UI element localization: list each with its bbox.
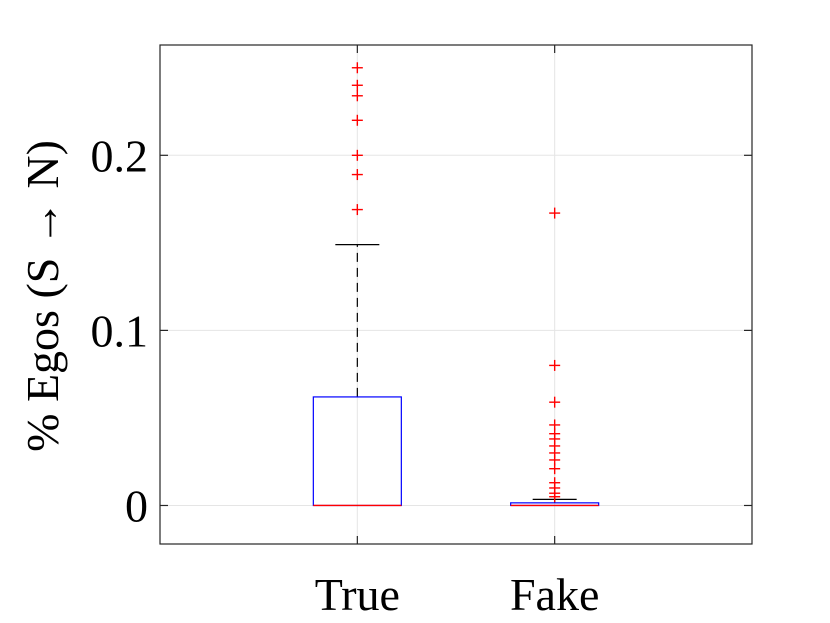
marks-layer xyxy=(312,62,600,507)
outlier-point xyxy=(351,149,363,161)
y-tick-label: 0.2 xyxy=(91,130,149,181)
outlier-point xyxy=(549,477,561,489)
outlier-point xyxy=(549,396,561,408)
outlier-point xyxy=(351,169,363,181)
outlier-point xyxy=(549,419,561,431)
ticks-layer: 0 0.1 0.2 True Fake xyxy=(91,45,752,620)
y-axis-label: % Egos (S → N) xyxy=(17,140,68,452)
outlier-point xyxy=(549,359,561,371)
axes-frame xyxy=(159,44,753,545)
y-tick-label: 0.1 xyxy=(91,305,149,356)
x-tick-label: Fake xyxy=(510,569,599,620)
y-tick-label: 0 xyxy=(125,480,148,531)
outlier-point xyxy=(351,204,363,216)
grid-layer xyxy=(160,45,752,544)
outlier-point xyxy=(351,79,363,91)
outlier-point xyxy=(549,207,561,219)
outlier-point xyxy=(351,90,363,102)
outlier-point xyxy=(351,62,363,74)
outlier-point xyxy=(351,114,363,126)
x-tick-label: True xyxy=(315,569,400,620)
